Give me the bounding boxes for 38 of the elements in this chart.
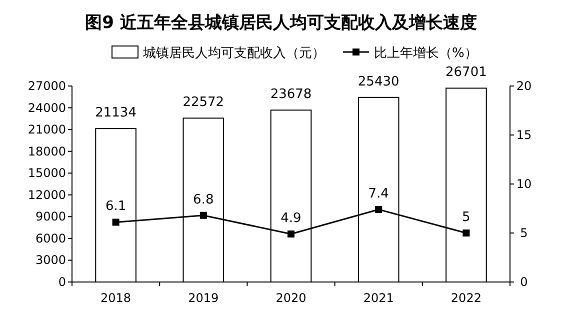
data-label: 7.4: [368, 186, 389, 202]
y-tick-label: 15000: [28, 166, 66, 180]
y2-tick-label: 10: [516, 177, 532, 191]
data-label: 5: [462, 210, 470, 225]
y-tick-label: 12000: [28, 188, 66, 202]
y-tick-label: 0: [58, 275, 66, 289]
y-tick-label: 9000: [35, 210, 66, 224]
point: [375, 206, 382, 213]
y2-tick-label: 5: [520, 226, 528, 240]
x-tick-label: 2019: [188, 291, 219, 305]
x-tick-label: 2022: [450, 291, 482, 305]
point: [200, 212, 207, 219]
x-tick-label: 2020: [276, 291, 306, 305]
point: [288, 230, 294, 238]
legend-label: 城镇居民人均可支配收入（元）: [142, 46, 325, 61]
legend-label: 比上年增长（%）: [374, 46, 478, 61]
point: [112, 218, 120, 226]
y-tick-label: 18000: [28, 144, 66, 158]
data-label: 22572: [182, 95, 224, 110]
y2-tick-label: 15: [516, 128, 532, 142]
point: [462, 230, 470, 236]
y-tick-label: 6000: [35, 231, 66, 246]
y-tick-label: 3000: [35, 253, 66, 268]
data-label: 21134: [95, 106, 136, 121]
y-tick-label: 24000: [28, 100, 66, 115]
y-tick-label: 21000: [28, 122, 66, 137]
data-label: 6.8: [193, 192, 214, 208]
data-label: 25430: [358, 74, 400, 90]
chart-title: 图9 近五年全县城镇居民人均可支配收入及增长速度: [85, 13, 477, 33]
data-label: 26701: [446, 65, 487, 80]
y2-tick-label: 0: [520, 275, 528, 289]
data-label: 4.9: [280, 210, 302, 226]
x-tick-label: 2018: [100, 291, 132, 305]
data-label: 6.1: [105, 199, 126, 214]
y2-tick-label: 20: [516, 79, 532, 93]
data-label: 23678: [270, 87, 312, 102]
x-tick-label: 2021: [363, 291, 394, 305]
y-tick-label: 27000: [28, 79, 66, 93]
